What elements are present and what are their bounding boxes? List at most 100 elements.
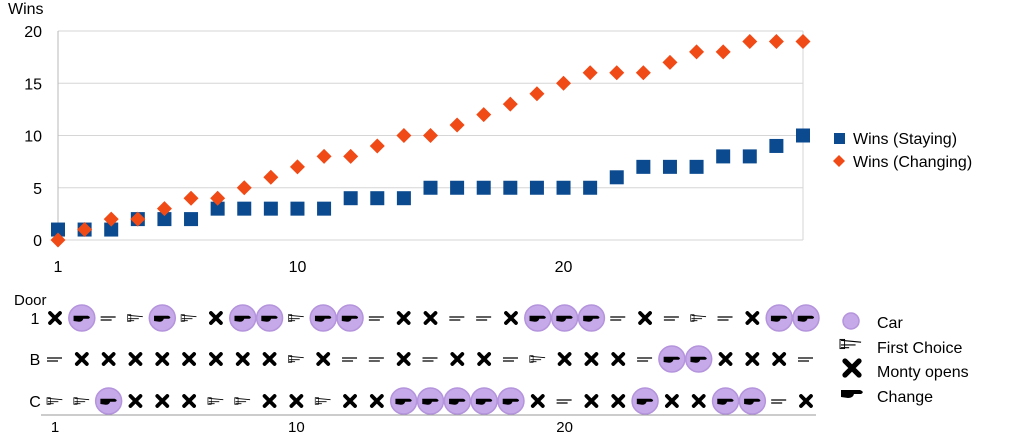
first-choice-cuff	[73, 397, 78, 405]
y-tick-label: 20	[24, 24, 42, 41]
door-cell	[255, 304, 284, 332]
first-choice-cuff	[127, 314, 132, 322]
door-cell	[502, 357, 518, 362]
staying-point	[370, 191, 385, 206]
door-cell	[658, 345, 686, 373]
door-cell	[524, 304, 552, 332]
door-legend-label: First Choice	[877, 340, 962, 357]
monty-opens-marker	[450, 352, 465, 366]
pointer-hand-marker	[771, 399, 787, 404]
monty-opens-marker	[209, 352, 223, 366]
door-cell	[665, 394, 679, 408]
door-cell	[745, 311, 760, 325]
door-cell	[101, 352, 116, 366]
staying-point	[157, 212, 172, 227]
monty-opens-marker	[128, 352, 143, 366]
door-cell	[530, 394, 545, 408]
change-marker	[73, 315, 90, 322]
scatter-x-tick-labels: 1 10 20	[54, 259, 573, 276]
monty-opens-marker	[48, 311, 62, 325]
door-cell	[584, 352, 599, 366]
staying-point	[317, 201, 332, 216]
x-tick-label: 1	[54, 259, 63, 276]
change-marker	[770, 315, 788, 322]
changing-point	[130, 211, 146, 227]
door-cell	[638, 311, 652, 325]
monty-opens-marker	[611, 352, 626, 366]
staying-point	[689, 159, 704, 174]
monty-opens-marker	[745, 311, 760, 325]
monty-opens-marker	[155, 394, 170, 408]
changing-point	[77, 222, 93, 238]
staying-point	[343, 191, 358, 206]
monty-opens-marker	[316, 352, 331, 366]
door-x-tick-label: 1	[51, 419, 59, 434]
monty-opens-marker	[289, 394, 304, 408]
changing-point	[609, 65, 625, 81]
monty-opens-marker	[262, 394, 277, 408]
monty-opens-marker	[423, 311, 438, 325]
monty-opens-marker	[745, 352, 760, 366]
first-choice-marker	[181, 314, 197, 322]
door-cell	[389, 387, 418, 415]
changing-point	[529, 86, 545, 102]
door-row-label: C	[29, 394, 41, 411]
monty-opens-marker	[799, 394, 813, 408]
legend-series-label: Wins (Staying)	[853, 131, 957, 148]
door-x-tick-label: 20	[556, 419, 573, 434]
monty-opens-marker	[584, 352, 599, 366]
door-row-labels: 1 B C	[29, 311, 41, 411]
door-cell	[691, 394, 706, 408]
staying-point	[716, 149, 731, 164]
pointer-hand-marker	[342, 357, 358, 362]
change-marker	[556, 315, 573, 322]
door-cell	[529, 355, 546, 363]
door-cell	[443, 387, 472, 415]
first-choice-marker	[128, 314, 143, 322]
monty-opens-marker	[842, 358, 862, 378]
pointer-hand-marker	[798, 357, 813, 362]
changing-point	[689, 44, 705, 60]
door-cell	[416, 387, 445, 415]
monty-opens-marker	[638, 311, 652, 325]
door-cell	[229, 304, 257, 332]
door-cell	[711, 387, 740, 415]
changing-point	[742, 33, 758, 49]
door-cell	[423, 311, 438, 325]
first-choice-cuff	[529, 355, 534, 363]
door-cell	[127, 314, 143, 322]
staying-point	[476, 180, 491, 195]
door-cell	[262, 394, 277, 408]
legend-series-label: Wins (Changing)	[853, 154, 972, 171]
monty-opens-marker	[557, 352, 572, 366]
changing-point	[396, 128, 412, 143]
first-choice-cuff	[690, 314, 695, 322]
door-cell	[100, 316, 116, 321]
door-cell	[182, 352, 196, 366]
change-marker	[422, 398, 439, 405]
y-tick-label: 0	[33, 233, 42, 250]
door-cell	[792, 304, 820, 332]
monty-opens-marker	[209, 311, 223, 325]
changing-point	[556, 75, 572, 91]
first-choice-marker	[840, 339, 862, 349]
staying-point	[396, 191, 411, 206]
door-cell	[690, 314, 707, 322]
door-cell	[368, 316, 384, 321]
change-marker	[744, 398, 761, 405]
first-choice-cuff	[207, 397, 212, 405]
staying-point	[423, 180, 438, 195]
staying-point	[662, 159, 677, 174]
door-cell	[396, 352, 411, 366]
staying-point	[290, 201, 305, 216]
door-cell	[309, 304, 337, 332]
legend-changing-swatch	[833, 155, 845, 167]
change-marker	[475, 398, 493, 405]
door-cell	[235, 352, 250, 366]
staying-point	[742, 149, 757, 164]
change-marker	[690, 356, 707, 363]
door-outcome-chart: Door 1 B C 1 10 20 Car First Choice Monty open…	[14, 292, 969, 434]
door-cell	[611, 394, 626, 408]
door-cell	[772, 352, 787, 366]
